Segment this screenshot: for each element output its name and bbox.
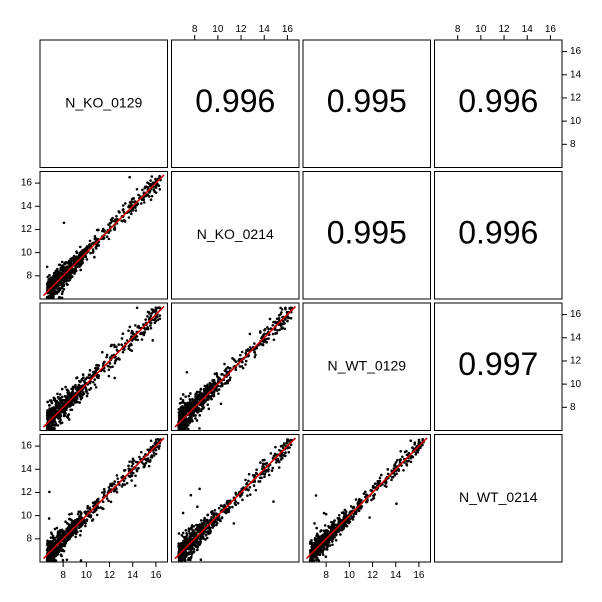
axis-tick-label: 14 [522,24,534,35]
axis-tick-label: 8 [60,570,66,581]
pairs-plot: N_KO_0129 0.996 0.995 0.996 N_KO_0214 0.995 0.… [0,0,602,602]
axis-tick-label: 14 [21,201,33,212]
axis-tick-label: 12 [367,570,379,581]
axis-tick-label: 10 [21,510,33,521]
correlation-value: 0.995 [327,83,407,119]
axis-tick-label: 14 [570,332,582,343]
axis-tick-label: 16 [570,46,582,57]
correlation-value: 0.997 [458,346,538,382]
axis-tick-label: 16 [413,570,425,581]
axis-tick-label: 12 [235,24,247,35]
axis-tick-label: 12 [21,487,33,498]
diagonal-label: N_WT_0129 [327,357,406,373]
correlation-value: 0.996 [458,215,538,251]
correlation-value: 0.995 [327,215,407,251]
axis-tick-label: 14 [390,570,402,581]
axis-tick-label: 8 [323,570,329,581]
axis-tick-label: 16 [545,24,557,35]
axis-tick-label: 8 [455,24,461,35]
axis-tick-label: 12 [570,93,582,104]
axis-tick-label: 8 [26,270,32,281]
axis-tick-label: 10 [570,116,582,127]
diagonal-label: N_KO_0129 [65,94,142,110]
axis-tick-label: 10 [81,570,93,581]
axis-tick-label: 16 [21,441,33,452]
axis-tick-label: 10 [21,247,33,258]
axis-tick-label: 12 [104,570,116,581]
axis-tick-label: 8 [570,139,576,150]
correlation-value: 0.996 [195,83,275,119]
axis-tick-label: 10 [570,379,582,390]
axis-tick-label: 14 [127,570,139,581]
diagonal-label: N_KO_0214 [197,226,274,242]
axis-tick-label: 8 [192,24,198,35]
axis-tick-label: 12 [498,24,510,35]
axis-tick-label: 16 [150,570,162,581]
diagonal-label: N_WT_0214 [459,489,538,505]
axis-tick-label: 14 [570,69,582,80]
axis-tick-label: 16 [570,309,582,320]
axis-tick-label: 8 [570,402,576,413]
axis-tick-label: 14 [259,24,271,35]
axis-tick-label: 14 [21,464,33,475]
correlation-value: 0.996 [458,83,538,119]
axis-tick-label: 10 [344,570,356,581]
axis-tick-label: 12 [21,224,33,235]
axis-tick-label: 8 [26,533,32,544]
axis-tick-label: 10 [475,24,487,35]
axis-tick-label: 12 [570,356,582,367]
axis-tick-label: 16 [282,24,294,35]
axis-tick-label: 10 [212,24,224,35]
axis-tick-label: 16 [21,178,33,189]
